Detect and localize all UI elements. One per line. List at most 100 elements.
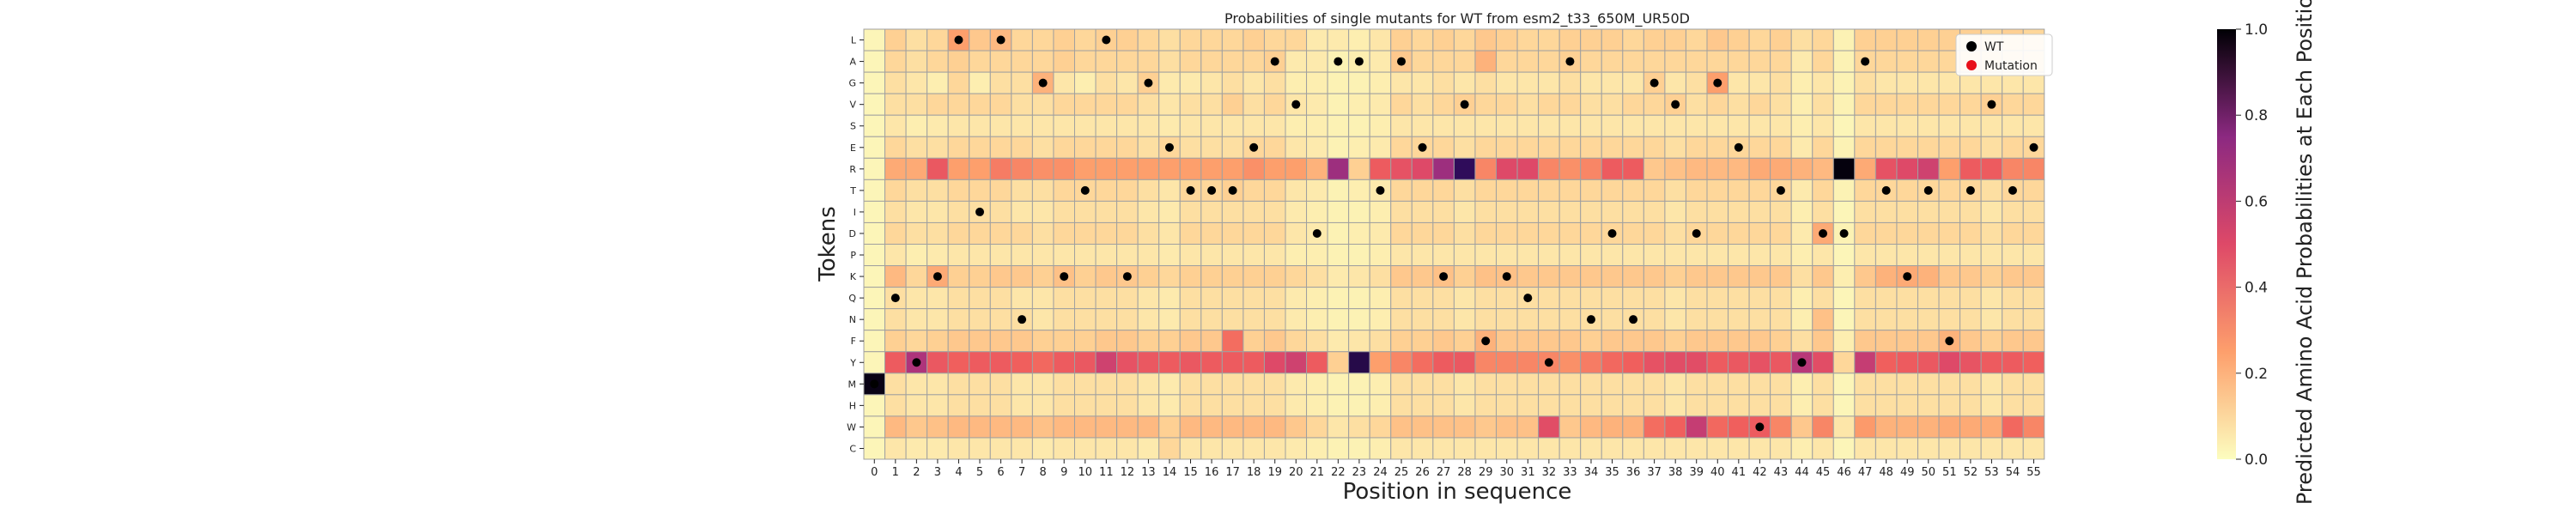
heatmap-cell — [1601, 136, 1624, 159]
heatmap-cell — [1538, 415, 1560, 439]
chart-title: Probabilities of single mutants for WT f… — [1224, 10, 1690, 27]
heatmap-cell — [1812, 157, 1834, 180]
heatmap-cell — [1748, 351, 1771, 374]
heatmap-cell — [1369, 351, 1392, 374]
heatmap-cell — [1095, 415, 1118, 439]
heatmap-cell — [1748, 200, 1771, 223]
heatmap-cell — [1706, 394, 1729, 417]
heatmap-cell — [2022, 179, 2045, 202]
x-tick-label: 31 — [1521, 466, 1535, 479]
heatmap-cell — [989, 330, 1012, 353]
heatmap-cell — [1390, 244, 1413, 267]
heatmap-cell — [1917, 351, 1940, 374]
wt-marker — [1923, 185, 1933, 195]
heatmap-cell — [1221, 415, 1244, 439]
wt-marker — [2008, 185, 2017, 195]
heatmap-cell — [1200, 265, 1223, 288]
heatmap-cell — [1538, 330, 1560, 353]
heatmap-cell — [947, 221, 970, 245]
heatmap-cell — [1558, 93, 1582, 116]
heatmap-cell — [1874, 415, 1898, 439]
heatmap-cell — [1496, 308, 1518, 331]
heatmap-cell — [1348, 136, 1370, 159]
heatmap-cell — [884, 244, 907, 267]
heatmap-cell — [1285, 114, 1308, 137]
heatmap-cell — [1158, 287, 1181, 310]
heatmap-cell — [1011, 415, 1033, 439]
heatmap-cell — [1980, 114, 2003, 137]
heatmap-cell — [1242, 265, 1265, 288]
heatmap-cell — [1812, 50, 1834, 73]
heatmap-cell — [1580, 157, 1602, 180]
heatmap-cell — [1896, 437, 1918, 460]
heatmap-cell — [1242, 308, 1265, 331]
heatmap-cell — [1327, 437, 1350, 460]
wt-marker — [1965, 185, 1975, 195]
heatmap-cell — [1137, 437, 1160, 460]
heatmap-cell — [1285, 265, 1308, 288]
heatmap-cell — [1348, 287, 1370, 310]
heatmap-cell — [1516, 179, 1540, 202]
heatmap-cell — [1095, 373, 1118, 396]
heatmap-cell — [1706, 351, 1729, 374]
heatmap-cell — [1453, 351, 1476, 374]
heatmap-cell — [927, 200, 949, 223]
heatmap-cell — [1158, 179, 1181, 202]
wt-marker — [1418, 142, 1427, 152]
heatmap-cell — [927, 50, 949, 73]
heatmap-cell — [905, 330, 928, 353]
wt-marker — [1819, 228, 1828, 238]
heatmap-cell — [1179, 114, 1202, 137]
wt-marker — [1270, 57, 1279, 66]
heatmap-cell — [1053, 244, 1075, 267]
y-tick-label: F — [851, 336, 856, 347]
heatmap-cell — [1748, 28, 1771, 52]
heatmap-cell — [1601, 200, 1624, 223]
heatmap-cell — [1917, 93, 1940, 116]
x-tick-label: 12 — [1121, 466, 1135, 479]
heatmap-cell — [863, 244, 886, 267]
heatmap-cell — [1580, 437, 1602, 460]
heatmap-cell — [1137, 308, 1160, 331]
heatmap-cell — [1158, 415, 1181, 439]
heatmap-cell — [1685, 394, 1708, 417]
x-tick-label: 1 — [892, 466, 899, 479]
heatmap-cell — [1053, 157, 1075, 180]
heatmap-cell — [1327, 415, 1350, 439]
heatmap-cell — [1959, 415, 1982, 439]
heatmap-cell — [1179, 71, 1202, 94]
heatmap-cell — [1622, 330, 1644, 353]
heatmap-cell — [1812, 437, 1834, 460]
heatmap-cell — [1748, 265, 1771, 288]
heatmap-cell — [1664, 287, 1686, 310]
heatmap-cell — [1306, 50, 1328, 73]
heatmap-cell — [1453, 330, 1476, 353]
heatmap-cell — [1432, 50, 1455, 73]
heatmap-cell — [1832, 373, 1856, 396]
heatmap-cell — [1116, 330, 1139, 353]
x-tick-label: 13 — [1141, 466, 1156, 479]
heatmap-cell — [1938, 287, 1961, 310]
heatmap-cell — [905, 265, 928, 288]
heatmap-cell — [927, 93, 949, 116]
heatmap-cell — [1116, 28, 1139, 52]
heatmap-cell — [1790, 373, 1814, 396]
x-tick-label: 14 — [1163, 466, 1177, 479]
heatmap-cell — [1306, 308, 1328, 331]
heatmap-cell — [905, 157, 928, 180]
heatmap-cell — [1496, 351, 1518, 374]
heatmap-cell — [1790, 265, 1814, 288]
heatmap-cell — [884, 437, 907, 460]
heatmap-cell — [884, 200, 907, 223]
heatmap-cell — [1896, 157, 1918, 180]
heatmap-cell — [1411, 221, 1434, 245]
heatmap-cell — [1538, 28, 1560, 52]
heatmap-cell — [1938, 351, 1961, 374]
wt-marker — [1692, 228, 1701, 238]
heatmap-cell — [1854, 330, 1876, 353]
heatmap-cell — [1706, 114, 1729, 137]
heatmap-cell — [1938, 71, 1961, 94]
heatmap-cell — [1327, 221, 1350, 245]
heatmap-cell — [1917, 308, 1940, 331]
heatmap-cell — [1938, 373, 1961, 396]
